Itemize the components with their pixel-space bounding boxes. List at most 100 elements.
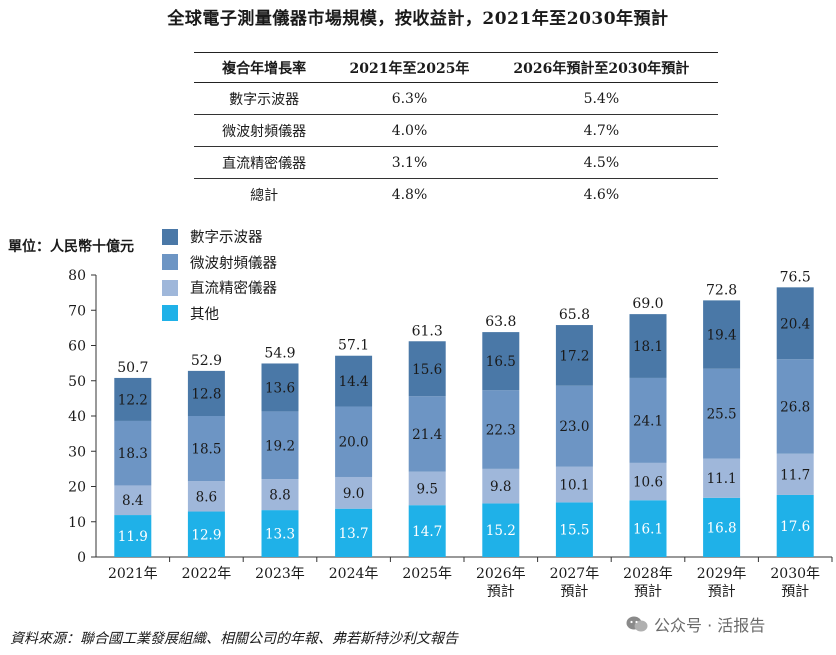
bar-segment bbox=[703, 368, 741, 459]
legend-item: 微波射頻儀器 bbox=[162, 250, 277, 276]
bar-segment bbox=[482, 468, 520, 504]
x-tick-label: 2021年 bbox=[108, 566, 158, 582]
cagr-row: 總計 4.8% 4.6% bbox=[194, 179, 718, 211]
bar-segment bbox=[629, 377, 667, 463]
y-tick-label: 30 bbox=[68, 444, 86, 460]
bar-total-label: 65.8 bbox=[559, 307, 590, 323]
legend-label: 微波射頻儀器 bbox=[190, 255, 277, 272]
bar-value-label: 19.2 bbox=[265, 438, 295, 454]
bar-value-label: 8.4 bbox=[122, 493, 143, 509]
bar-value-label: 11.9 bbox=[118, 529, 148, 545]
cagr-cell: 4.5% bbox=[484, 146, 718, 179]
wechat-icon bbox=[626, 616, 648, 632]
bar-value-label: 19.4 bbox=[707, 328, 737, 344]
bar-value-label: 11.1 bbox=[707, 471, 737, 487]
x-tick-label: 預計 bbox=[708, 584, 736, 600]
bar-segment bbox=[703, 300, 741, 369]
bar-value-label: 15.2 bbox=[486, 523, 516, 539]
cagr-cell: 4.7% bbox=[484, 114, 718, 147]
cagr-header: 複合年增長率 bbox=[194, 52, 335, 83]
x-tick-label: 2025年 bbox=[402, 566, 452, 582]
x-tick-label: 2029年 bbox=[697, 566, 747, 582]
cagr-row: 微波射頻儀器 4.0% 4.7% bbox=[194, 114, 718, 147]
x-tick-label: 2024年 bbox=[329, 566, 379, 582]
bar-value-label: 12.8 bbox=[191, 386, 221, 402]
bar-segment bbox=[335, 355, 373, 407]
bar-segment bbox=[335, 476, 373, 509]
bar-value-label: 12.2 bbox=[118, 392, 148, 408]
bar-segment bbox=[482, 390, 520, 469]
bar-value-label: 17.6 bbox=[780, 519, 810, 535]
x-tick-label: 2027年 bbox=[550, 566, 600, 582]
bar-segment bbox=[555, 385, 593, 467]
bar-segment bbox=[408, 471, 446, 506]
bar-value-label: 9.8 bbox=[490, 479, 511, 495]
cagr-row: 直流精密儀器 3.1% 4.5% bbox=[194, 146, 718, 179]
bar-total-label: 57.1 bbox=[338, 338, 369, 354]
legend-label: 數字示波器 bbox=[190, 230, 263, 247]
bar-segment bbox=[482, 503, 520, 557]
legend-swatch bbox=[162, 254, 178, 271]
bar-total-label: 63.8 bbox=[485, 314, 516, 330]
bar-value-label: 20.0 bbox=[339, 435, 369, 451]
x-tick-label: 2023年 bbox=[255, 566, 305, 582]
bar-total-label: 72.8 bbox=[706, 282, 737, 298]
bar-total-label: 54.9 bbox=[264, 345, 295, 361]
bar-segment bbox=[555, 502, 593, 557]
bar-value-label: 17.2 bbox=[559, 348, 589, 364]
bar-value-label: 18.3 bbox=[118, 446, 148, 462]
bar-value-label: 15.6 bbox=[412, 362, 442, 378]
y-tick-label: 60 bbox=[68, 339, 86, 355]
watermark: 公众号 · 活报告 bbox=[626, 612, 765, 636]
bar-total-label: 50.7 bbox=[117, 360, 148, 376]
bar-value-label: 12.9 bbox=[191, 527, 221, 543]
watermark-text: 公众号 · 活报告 bbox=[654, 616, 766, 635]
bar-value-label: 9.0 bbox=[343, 486, 364, 502]
legend-swatch bbox=[162, 279, 178, 296]
y-tick-label: 0 bbox=[77, 550, 86, 566]
bar-value-label: 22.3 bbox=[486, 423, 516, 439]
bar-segment bbox=[703, 497, 741, 557]
x-tick-label: 預計 bbox=[781, 584, 809, 600]
legend-item: 直流精密儀器 bbox=[162, 275, 277, 301]
bar-segment bbox=[114, 515, 152, 557]
legend-item: 數字示波器 bbox=[162, 224, 277, 250]
cagr-cell: 直流精密儀器 bbox=[194, 146, 335, 179]
cagr-cell: 4.8% bbox=[391, 186, 428, 203]
bar-value-label: 23.0 bbox=[559, 419, 589, 435]
bar-total-label: 76.5 bbox=[780, 269, 811, 285]
cagr-header: 2021年至2025年 bbox=[334, 52, 485, 83]
bar-value-label: 8.6 bbox=[196, 489, 217, 505]
x-tick-label: 2026年 bbox=[476, 566, 526, 582]
cagr-cell: 5.4% bbox=[484, 82, 718, 115]
source-note: 資料來源：聯合國工業發展組織、相關公司的年報、弗若斯特沙利文報告 bbox=[10, 631, 458, 647]
y-tick-label: 50 bbox=[68, 374, 86, 390]
bar-segment bbox=[335, 406, 373, 477]
x-tick-label: 2022年 bbox=[182, 566, 232, 582]
bar-segment bbox=[629, 462, 667, 501]
bar-segment bbox=[703, 458, 741, 498]
bar-segment bbox=[776, 287, 814, 360]
bar-segment bbox=[261, 363, 299, 412]
legend-swatch bbox=[162, 228, 178, 245]
bar-value-label: 24.1 bbox=[633, 413, 663, 429]
cagr-cell: 數字示波器 bbox=[194, 82, 335, 115]
cagr-table: 複合年增長率 2021年至2025年 2026年預計至2030年預計 數字示波器… bbox=[194, 52, 718, 210]
cagr-cell: 4.6% bbox=[583, 186, 620, 203]
bar-value-label: 10.6 bbox=[633, 475, 663, 491]
bar-segment bbox=[482, 332, 520, 391]
bar-value-label: 8.8 bbox=[269, 488, 290, 504]
x-tick-label: 預計 bbox=[634, 584, 662, 600]
bar-value-label: 26.8 bbox=[780, 399, 810, 415]
x-tick-label: 2028年 bbox=[623, 566, 673, 582]
cagr-cell: 4.0% bbox=[334, 114, 485, 147]
cagr-cell: 總計 bbox=[250, 187, 279, 204]
bar-segment bbox=[261, 411, 299, 480]
x-tick-label: 預計 bbox=[560, 584, 588, 600]
bar-value-label: 16.8 bbox=[707, 520, 737, 536]
bar-value-label: 20.4 bbox=[780, 316, 810, 332]
y-tick-label: 70 bbox=[68, 303, 86, 319]
bar-segment bbox=[335, 508, 373, 557]
bar-value-label: 13.3 bbox=[265, 527, 295, 543]
